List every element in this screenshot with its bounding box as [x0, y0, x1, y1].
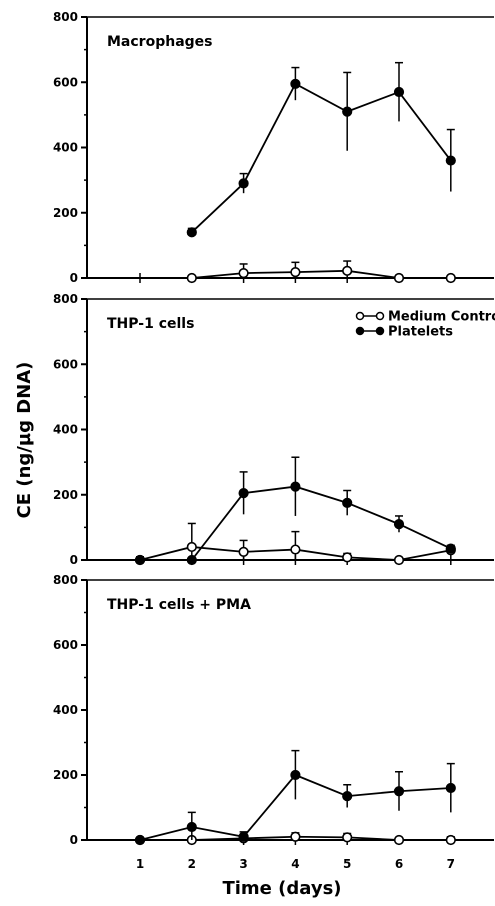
x-tick-label: 1 [136, 857, 144, 871]
legend-marker [375, 311, 385, 321]
data-point [290, 544, 301, 555]
data-point [238, 488, 249, 499]
x-tick-label: 4 [291, 857, 299, 871]
series-medium-control [134, 522, 456, 566]
y-tick-label: 600 [53, 357, 78, 371]
panel-title: THP-1 cells + PMA [107, 597, 251, 613]
data-point [445, 272, 456, 284]
data-point [445, 543, 456, 554]
y-tick-label: 400 [53, 423, 78, 437]
legend-marker [375, 326, 385, 336]
y-tick-label: 400 [53, 141, 78, 155]
data-point [134, 554, 146, 566]
legend-marker [355, 311, 365, 321]
data-point [134, 834, 146, 846]
panel-1: 0 200 400 600 800 Macrophages [53, 10, 494, 285]
data-point [342, 497, 353, 509]
panel-3: 0 200 400 600 800 THP-1 cells + PMA 1 2 3 4 5 6 7 [53, 573, 494, 871]
legend-label: Medium Control [388, 310, 495, 325]
data-point [290, 267, 301, 278]
y-tick-label: 400 [53, 703, 78, 717]
data-point [342, 832, 353, 843]
y-tick-label: 0 [70, 833, 78, 847]
y-tick-label: 200 [53, 206, 78, 220]
x-tick-label: 7 [447, 857, 455, 871]
x-axis-title: Time (days) [222, 878, 341, 899]
x-tick-label: 6 [395, 857, 403, 871]
y-tick-label: 800 [53, 573, 78, 587]
data-point [186, 272, 197, 284]
y-tick-label: 800 [53, 10, 78, 24]
data-point [342, 552, 353, 563]
data-point [186, 554, 197, 566]
data-point [393, 86, 405, 98]
data-point [342, 106, 353, 117]
y-tick-label: 0 [70, 553, 78, 567]
legend-marker [355, 326, 365, 336]
data-point [393, 519, 405, 530]
y-tick-label: 200 [53, 768, 78, 782]
y-tick-label: 0 [70, 271, 78, 285]
series-platelets [134, 456, 456, 566]
series-platelets [134, 749, 456, 846]
y-tick-label: 600 [53, 75, 78, 89]
panel-title: THP-1 cells [107, 316, 194, 332]
data-point [290, 831, 301, 842]
series-medium-control [186, 260, 456, 284]
x-tick-label: 5 [343, 857, 351, 871]
data-point [238, 268, 249, 279]
y-tick-label: 200 [53, 488, 78, 502]
data-point [238, 178, 249, 189]
data-point [186, 227, 197, 238]
data-point [290, 481, 301, 492]
data-point [186, 821, 197, 833]
data-point [186, 541, 197, 553]
data-point [445, 782, 456, 794]
data-point [393, 834, 405, 846]
data-point [445, 834, 456, 846]
y-tick-label: 800 [53, 292, 78, 306]
series-platelets [186, 61, 456, 238]
data-point [393, 272, 405, 284]
panel-2: 0 200 400 600 800 THP-1 cells [53, 292, 494, 567]
legend-label: Platelets [388, 325, 453, 340]
data-point [445, 155, 456, 166]
data-point [342, 791, 353, 802]
data-point [393, 554, 405, 566]
y-tick-label: 600 [53, 638, 78, 652]
x-tick-label: 3 [239, 857, 247, 871]
y-axis-title: CE (ng/µg DNA) [14, 362, 35, 519]
series-line [191, 82, 452, 233]
data-point [238, 831, 249, 842]
panel-title: Macrophages [107, 34, 213, 50]
data-point [393, 786, 405, 797]
series-line [191, 269, 451, 279]
data-point [290, 78, 301, 89]
data-point [290, 769, 301, 781]
data-point [342, 265, 353, 276]
data-point [238, 546, 249, 557]
x-tick-label: 2 [188, 857, 196, 871]
